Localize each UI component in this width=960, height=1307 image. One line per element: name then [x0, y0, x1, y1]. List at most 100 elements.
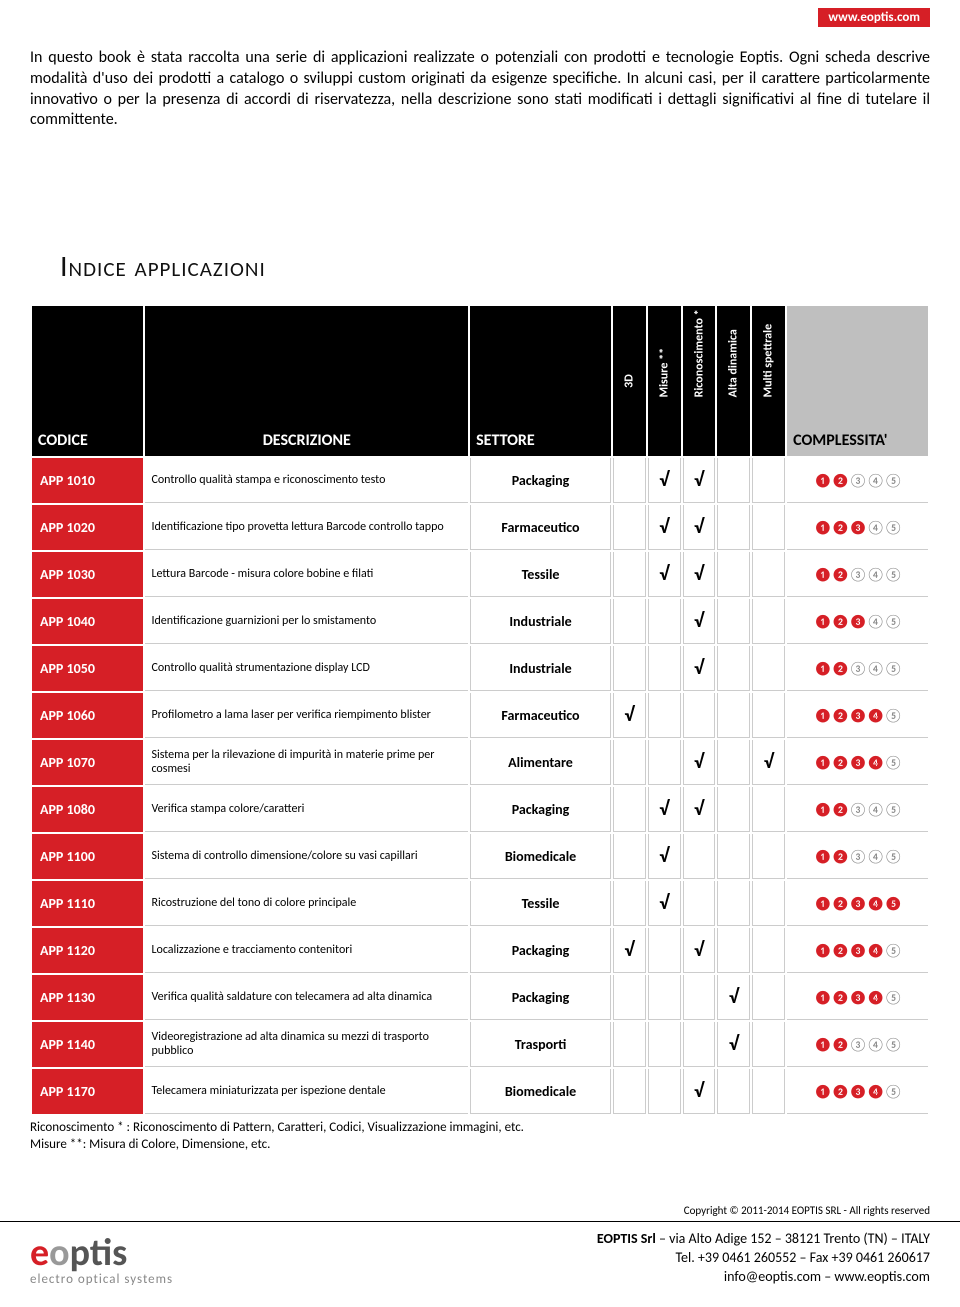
cell-riconoscimento: √	[683, 1069, 716, 1114]
cell-code: APP 1140	[32, 1022, 143, 1067]
cell-multi	[752, 693, 785, 738]
cell-code: APP 1070	[32, 740, 143, 785]
cell-complessita: ❶❷❸❹⑤	[787, 928, 928, 973]
cell-sector: Trasporti	[470, 1022, 611, 1067]
addr-line2: Tel. +39 0461 260552 – Fax +39 0461 2606…	[597, 1249, 930, 1268]
cell-code: APP 1100	[32, 834, 143, 879]
cell-complessita: ❶❷❸④⑤	[787, 599, 928, 644]
table-row: APP 1120Localizzazione e tracciamento co…	[32, 928, 928, 973]
cell-multi	[752, 881, 785, 926]
cell-code: APP 1060	[32, 693, 143, 738]
cell-sector: Packaging	[470, 787, 611, 832]
cell-alta	[717, 740, 750, 785]
cell-3d	[613, 458, 646, 503]
cell-alta	[717, 505, 750, 550]
cell-multi	[752, 1022, 785, 1067]
cell-code: APP 1020	[32, 505, 143, 550]
addr-line3: info@eoptis.com – www.eoptis.com	[597, 1268, 930, 1287]
cell-sector: Packaging	[470, 928, 611, 973]
table-row: APP 1100Sistema di controllo dimensione/…	[32, 834, 928, 879]
cell-complessita: ❶❷③④⑤	[787, 646, 928, 691]
table-row: APP 1010Controllo qualità stampa e ricon…	[32, 458, 928, 503]
cell-multi: √	[752, 740, 785, 785]
col-complessita: COMPLESSITA'	[787, 306, 928, 456]
cell-desc: Identificazione tipo provetta lettura Ba…	[145, 505, 468, 550]
cell-code: APP 1110	[32, 881, 143, 926]
cell-desc: Verifica stampa colore/caratteri	[145, 787, 468, 832]
applications-table: CODICE DESCRIZIONE SETTORE 3D Misure ** …	[30, 304, 930, 1116]
logo-block: eoptis electro optical systems	[30, 1234, 173, 1287]
logo-tagline: electro optical systems	[30, 1272, 173, 1287]
cell-riconoscimento	[683, 834, 716, 879]
col-codice: CODICE	[32, 306, 143, 456]
cell-misure: √	[648, 834, 681, 879]
cell-desc: Sistema di controllo dimensione/colore s…	[145, 834, 468, 879]
cell-multi	[752, 787, 785, 832]
cell-misure	[648, 740, 681, 785]
cell-sector: Packaging	[470, 458, 611, 503]
cell-desc: Sistema per la rilevazione di impurità i…	[145, 740, 468, 785]
cell-misure: √	[648, 458, 681, 503]
cell-multi	[752, 975, 785, 1020]
cell-multi	[752, 1069, 785, 1114]
cell-alta	[717, 599, 750, 644]
cell-riconoscimento: √	[683, 928, 716, 973]
col-descrizione: DESCRIZIONE	[145, 306, 468, 456]
col-settore: SETTORE	[470, 306, 611, 456]
cell-code: APP 1040	[32, 599, 143, 644]
cell-multi	[752, 834, 785, 879]
cell-multi	[752, 646, 785, 691]
cell-riconoscimento: √	[683, 646, 716, 691]
cell-sector: Biomedicale	[470, 1069, 611, 1114]
table-notes: Riconoscimento * : Riconoscimento di Pat…	[30, 1120, 930, 1154]
cell-complessita: ❶❷❸❹⑤	[787, 740, 928, 785]
cell-code: APP 1010	[32, 458, 143, 503]
table-row: APP 1070Sistema per la rilevazione di im…	[32, 740, 928, 785]
table-row: APP 1040Identificazione guarnizioni per …	[32, 599, 928, 644]
cell-3d	[613, 599, 646, 644]
cell-3d	[613, 834, 646, 879]
cell-misure	[648, 1069, 681, 1114]
table-row: APP 1050Controllo qualità strumentazione…	[32, 646, 928, 691]
cell-sector: Tessile	[470, 552, 611, 597]
cell-code: APP 1030	[32, 552, 143, 597]
section-heading: Indice applicazioni	[60, 248, 266, 285]
table-row: APP 1110Ricostruzione del tono di colore…	[32, 881, 928, 926]
table-row: APP 1030Lettura Barcode - misura colore …	[32, 552, 928, 597]
cell-desc: Lettura Barcode - misura colore bobine e…	[145, 552, 468, 597]
page-footer: eoptis electro optical systems EOPTIS Sr…	[0, 1221, 960, 1307]
cell-desc: Controllo qualità stampa e riconosciment…	[145, 458, 468, 503]
cell-misure: √	[648, 505, 681, 550]
cell-riconoscimento: √	[683, 740, 716, 785]
cell-riconoscimento	[683, 1022, 716, 1067]
cell-misure: √	[648, 881, 681, 926]
cell-3d	[613, 646, 646, 691]
table-header-row: CODICE DESCRIZIONE SETTORE 3D Misure ** …	[32, 306, 928, 456]
company-address: EOPTIS Srl – via Alto Adige 152 – 38121 …	[597, 1230, 930, 1287]
addr-line1: EOPTIS Srl – via Alto Adige 152 – 38121 …	[597, 1230, 930, 1249]
cell-misure	[648, 1022, 681, 1067]
cell-misure	[648, 646, 681, 691]
cell-3d: √	[613, 928, 646, 973]
cell-alta: √	[717, 1022, 750, 1067]
cell-desc: Verifica qualità saldature con telecamer…	[145, 975, 468, 1020]
cell-alta	[717, 458, 750, 503]
note-riconoscimento: Riconoscimento * : Riconoscimento di Pat…	[30, 1120, 930, 1137]
cell-3d	[613, 881, 646, 926]
cell-misure	[648, 928, 681, 973]
table-row: APP 1140Videoregistrazione ad alta dinam…	[32, 1022, 928, 1067]
logo: eoptis	[30, 1234, 173, 1272]
cell-sector: Farmaceutico	[470, 505, 611, 550]
table-row: APP 1170Telecamera miniaturizzata per is…	[32, 1069, 928, 1114]
cell-sector: Industriale	[470, 599, 611, 644]
cell-misure	[648, 975, 681, 1020]
cell-sector: Packaging	[470, 975, 611, 1020]
cell-complessita: ❶❷❸④⑤	[787, 505, 928, 550]
cell-sector: Industriale	[470, 646, 611, 691]
cell-riconoscimento: √	[683, 787, 716, 832]
site-url: www.eoptis.com	[818, 8, 930, 27]
cell-3d	[613, 740, 646, 785]
cell-multi	[752, 552, 785, 597]
cell-riconoscimento: √	[683, 505, 716, 550]
cell-riconoscimento: √	[683, 458, 716, 503]
